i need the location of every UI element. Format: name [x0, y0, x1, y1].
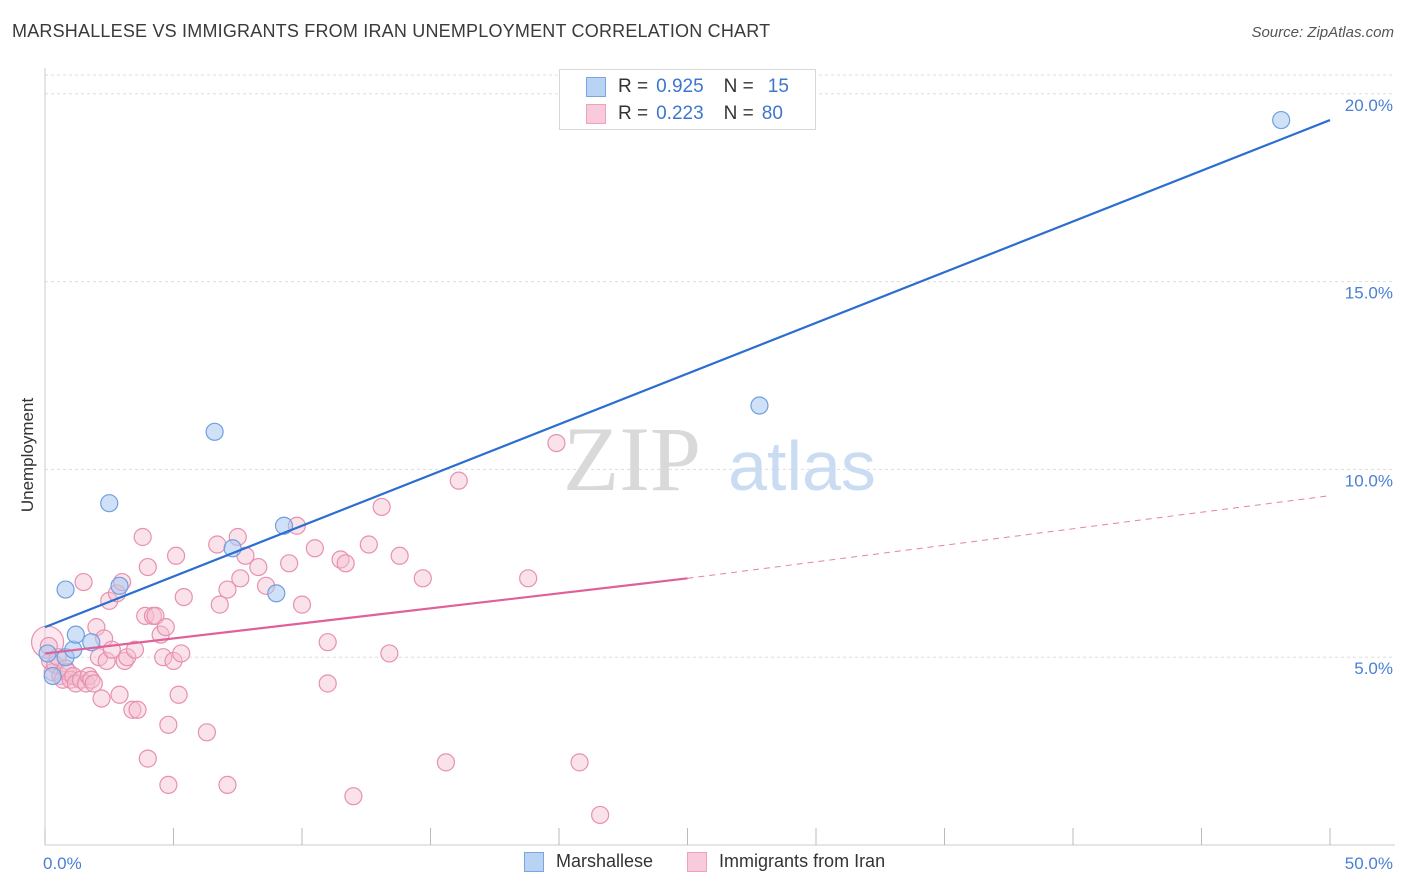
- x-tick-label-1: 50.0%: [1345, 854, 1393, 873]
- legend-r-value-iran: 0.223: [656, 103, 704, 124]
- iran-point: [280, 554, 299, 573]
- iran-swatch: [586, 104, 606, 124]
- marshallese-swatch: [524, 851, 544, 872]
- correlation-legend: R = 0.925 N = 15 R = 0.223 N = 80: [559, 69, 816, 130]
- iran-point: [128, 700, 147, 719]
- iran-point: [110, 685, 129, 704]
- iran-point: [372, 497, 391, 517]
- axes: [44, 68, 1395, 846]
- iran-point: [519, 569, 538, 588]
- legend-label-iran: Immigrants from Iran: [719, 851, 886, 871]
- iran-point: [133, 527, 152, 547]
- legend-item-marshallese[interactable]: Marshallese: [524, 851, 653, 872]
- iran-point: [169, 685, 188, 704]
- gridlines: [45, 74, 1395, 658]
- iran-point: [146, 606, 165, 625]
- legend-n-label: N =: [723, 76, 754, 97]
- series-marshallese-points: [38, 110, 1291, 686]
- iran-point: [97, 651, 116, 671]
- iran-point: [318, 633, 337, 652]
- iran-point: [249, 557, 268, 577]
- iran-point: [292, 595, 312, 614]
- marshallese-point: [43, 666, 62, 686]
- iran-point: [305, 539, 324, 558]
- chart-title: MARSHALLESE VS IMMIGRANTS FROM IRAN UNEM…: [12, 21, 771, 41]
- marshallese-point: [110, 576, 129, 595]
- iran-point: [197, 723, 217, 742]
- iran-point: [591, 805, 610, 825]
- iran-point: [218, 580, 237, 599]
- marshallese-point: [82, 633, 101, 652]
- iran-point: [138, 749, 157, 768]
- iran-point: [174, 587, 193, 607]
- chart-source: Source: ZipAtlas.com: [1251, 24, 1394, 41]
- iran-point: [123, 700, 142, 719]
- iran-swatch: [687, 851, 708, 872]
- y-tick-label-0: 5.0%: [1354, 659, 1393, 678]
- iran-point: [164, 651, 183, 671]
- iran-point: [570, 753, 589, 772]
- iran-point: [166, 546, 186, 565]
- iran-point: [159, 715, 178, 734]
- marshallese-point: [267, 584, 286, 603]
- iran-point: [390, 546, 409, 565]
- iran-point: [138, 557, 157, 577]
- series-legend: Marshallese Immigrants from Iran: [524, 851, 919, 872]
- iran-point: [344, 787, 363, 806]
- legend-n-value-marshallese: 15: [767, 76, 789, 97]
- legend-row-marshallese: R = 0.925 N = 15: [586, 75, 789, 99]
- legend-item-iran[interactable]: Immigrants from Iran: [687, 851, 885, 872]
- iran-point: [210, 595, 229, 614]
- legend-n-value-iran: 80: [761, 103, 783, 124]
- iran-trend-extension: [687, 495, 1331, 579]
- legend-label-marshallese: Marshallese: [556, 851, 654, 871]
- iran-point: [380, 644, 399, 663]
- marshallese-swatch: [586, 77, 606, 97]
- iran-point: [159, 775, 178, 795]
- marshallese-point: [66, 625, 85, 644]
- trend-lines: [44, 119, 1331, 655]
- iran-point: [136, 606, 155, 625]
- marshallese-point: [100, 494, 119, 513]
- legend-r-value-marshallese: 0.925: [656, 76, 704, 97]
- marshallese-point: [56, 580, 75, 599]
- marshallese-point: [205, 422, 224, 441]
- iran-point: [359, 535, 378, 554]
- iran-point: [336, 554, 355, 573]
- legend-r-label: R =: [618, 103, 649, 124]
- iran-point: [449, 471, 468, 490]
- y-tick-label-2: 15.0%: [1345, 284, 1393, 303]
- iran-point: [172, 644, 191, 663]
- iran-point: [92, 689, 111, 708]
- iran-point: [231, 569, 250, 588]
- y-tick-label-1: 10.0%: [1345, 471, 1393, 490]
- marshallese-point: [750, 396, 769, 415]
- legend-n-label: N =: [723, 103, 754, 124]
- iran-point: [547, 433, 566, 453]
- legend-row-iran: R = 0.223 N = 80: [586, 102, 783, 126]
- tick-labels: 5.0% 10.0% 15.0% 20.0% 0.0% 50.0%: [43, 96, 1393, 873]
- y-tick-label-3: 20.0%: [1345, 96, 1393, 115]
- iran-point: [413, 569, 432, 588]
- x-tick-label-0: 0.0%: [43, 854, 82, 873]
- marshallese-point: [1272, 110, 1291, 130]
- watermark-zip: ZIP: [563, 408, 701, 510]
- iran-point: [74, 572, 93, 592]
- iran-point: [125, 640, 145, 659]
- iran-trend-line: [44, 577, 688, 655]
- iran-point: [84, 674, 103, 693]
- iran-point: [318, 674, 337, 693]
- watermark: ZIP atlas: [563, 408, 876, 510]
- iran-point: [154, 648, 173, 667]
- marshallese-trend-line: [44, 119, 1331, 629]
- iran-point: [208, 535, 227, 554]
- iran-point: [156, 618, 175, 637]
- iran-point: [436, 753, 456, 772]
- legend-r-label: R =: [618, 76, 649, 97]
- series-iran-points: [30, 433, 610, 825]
- iran-point: [118, 648, 137, 667]
- watermark-atlas: atlas: [728, 427, 876, 505]
- iran-point: [218, 775, 237, 795]
